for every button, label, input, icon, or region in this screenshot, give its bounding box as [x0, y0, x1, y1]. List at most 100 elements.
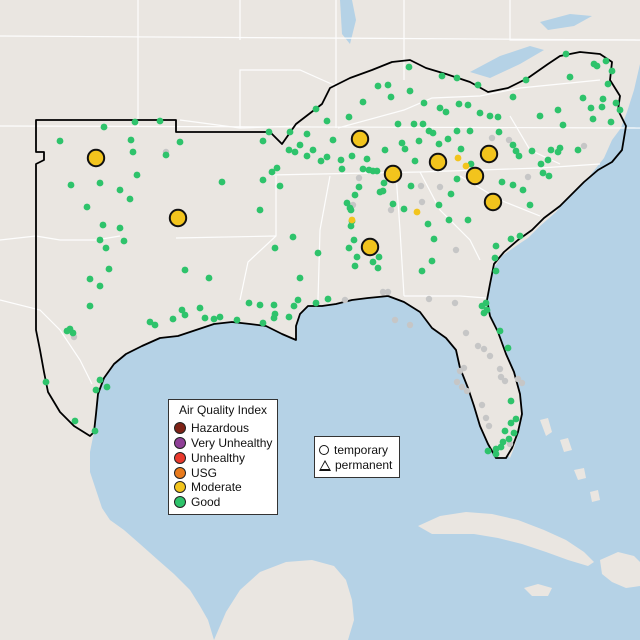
site-marker-good[interactable] — [505, 435, 513, 443]
site-marker-no-data[interactable] — [497, 373, 505, 381]
site-marker-good[interactable] — [374, 82, 382, 90]
site-marker-good[interactable] — [127, 136, 135, 144]
site-marker-good[interactable] — [512, 415, 520, 423]
site-marker-good[interactable] — [515, 152, 523, 160]
site-marker-good[interactable] — [129, 148, 137, 156]
site-marker-no-data[interactable] — [458, 383, 466, 391]
site-marker-good[interactable] — [504, 344, 512, 352]
site-marker-good[interactable] — [394, 120, 402, 128]
site-marker-good[interactable] — [483, 306, 491, 314]
site-marker-good[interactable] — [484, 447, 492, 455]
site-marker-good[interactable] — [345, 113, 353, 121]
site-marker-good[interactable] — [374, 264, 382, 272]
site-marker-good[interactable] — [492, 267, 500, 275]
site-marker-good[interactable] — [453, 127, 461, 135]
site-marker-good[interactable] — [496, 327, 504, 335]
site-marker-no-data[interactable] — [379, 288, 387, 296]
site-marker-good[interactable] — [507, 397, 515, 405]
site-marker-good[interactable] — [103, 383, 111, 391]
site-marker-no-data[interactable] — [418, 198, 426, 206]
site-marker-good[interactable] — [512, 147, 520, 155]
site-marker-good[interactable] — [296, 141, 304, 149]
site-marker-good[interactable] — [419, 120, 427, 128]
site-marker-good[interactable] — [509, 141, 517, 149]
site-marker-good[interactable] — [92, 386, 100, 394]
site-marker-good[interactable] — [453, 175, 461, 183]
site-marker-good[interactable] — [156, 117, 164, 125]
site-marker-good[interactable] — [411, 157, 419, 165]
site-marker-moderate[interactable] — [462, 162, 470, 170]
site-marker-good[interactable] — [464, 216, 472, 224]
site-marker-good[interactable] — [105, 265, 113, 273]
site-marker-good[interactable] — [309, 146, 317, 154]
site-marker-good[interactable] — [424, 220, 432, 228]
site-marker-no-data[interactable] — [496, 365, 504, 373]
site-marker-good[interactable] — [464, 101, 472, 109]
site-marker-good[interactable] — [375, 253, 383, 261]
site-marker-good[interactable] — [509, 93, 517, 101]
site-marker-good[interactable] — [522, 76, 530, 84]
site-marker-good[interactable] — [265, 128, 273, 136]
site-marker-good[interactable] — [507, 235, 515, 243]
site-marker-good[interactable] — [120, 237, 128, 245]
site-marker-good[interactable] — [270, 301, 278, 309]
site-marker-no-data[interactable] — [341, 296, 349, 304]
site-marker-good[interactable] — [270, 314, 278, 322]
site-marker-good[interactable] — [492, 445, 500, 453]
site-marker-good[interactable] — [116, 186, 124, 194]
site-marker-good[interactable] — [407, 182, 415, 190]
site-marker-good[interactable] — [539, 169, 547, 177]
site-marker-good[interactable] — [218, 178, 226, 186]
site-marker-good[interactable] — [345, 244, 353, 252]
site-marker-good[interactable] — [602, 57, 610, 65]
site-marker-good[interactable] — [544, 156, 552, 164]
site-marker-good[interactable] — [492, 450, 500, 458]
site-marker-moderate-large[interactable] — [479, 144, 499, 164]
site-marker-good[interactable] — [291, 148, 299, 156]
site-marker-good[interactable] — [554, 148, 562, 156]
site-marker-good[interactable] — [442, 108, 450, 116]
site-marker-good[interactable] — [276, 182, 284, 190]
site-marker-good[interactable] — [296, 274, 304, 282]
site-marker-good[interactable] — [289, 233, 297, 241]
site-marker-good[interactable] — [406, 87, 414, 95]
site-marker-good[interactable] — [415, 137, 423, 145]
site-marker-good[interactable] — [329, 136, 337, 144]
site-marker-good[interactable] — [233, 316, 241, 324]
site-marker-good[interactable] — [303, 130, 311, 138]
site-marker-good[interactable] — [494, 113, 502, 121]
site-marker-good[interactable] — [526, 201, 534, 209]
site-marker-good[interactable] — [162, 151, 170, 159]
site-marker-good[interactable] — [616, 106, 624, 114]
site-marker-good[interactable] — [436, 104, 444, 112]
site-marker-good[interactable] — [376, 188, 384, 196]
site-marker-good[interactable] — [519, 186, 527, 194]
site-marker-good[interactable] — [323, 117, 331, 125]
site-marker-good[interactable] — [537, 160, 545, 168]
site-marker-no-data[interactable] — [463, 387, 471, 395]
site-marker-no-data[interactable] — [452, 246, 460, 254]
site-marker-good[interactable] — [86, 302, 94, 310]
site-marker-good[interactable] — [273, 164, 281, 172]
site-marker-good[interactable] — [589, 115, 597, 123]
site-marker-good[interactable] — [303, 152, 311, 160]
site-marker-good[interactable] — [100, 123, 108, 131]
site-marker-no-data[interactable] — [486, 352, 494, 360]
site-marker-moderate-large[interactable] — [168, 208, 188, 228]
site-marker-good[interactable] — [554, 106, 562, 114]
site-marker-good[interactable] — [453, 74, 461, 82]
site-marker-good[interactable] — [96, 236, 104, 244]
site-marker-no-data[interactable] — [524, 173, 532, 181]
site-marker-no-data[interactable] — [505, 136, 513, 144]
site-marker-good[interactable] — [133, 171, 141, 179]
site-marker-no-data[interactable] — [485, 422, 493, 430]
site-marker-good[interactable] — [347, 206, 355, 214]
site-marker-good[interactable] — [348, 152, 356, 160]
site-marker-good[interactable] — [492, 242, 500, 250]
site-marker-good[interactable] — [353, 253, 361, 261]
site-marker-moderate[interactable] — [348, 216, 356, 224]
site-marker-no-data[interactable] — [451, 299, 459, 307]
site-marker-good[interactable] — [205, 274, 213, 282]
site-marker-good[interactable] — [457, 145, 465, 153]
site-marker-no-data[interactable] — [518, 379, 526, 387]
